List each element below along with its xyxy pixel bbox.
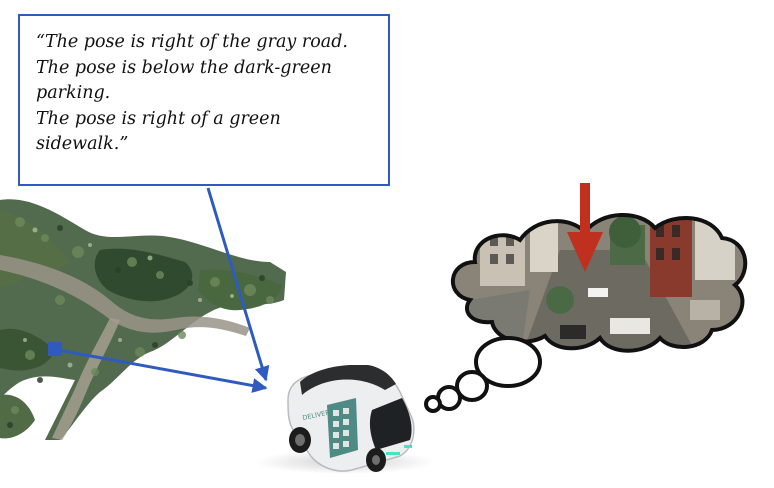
thought-bubble-medium xyxy=(455,370,489,402)
caption-box: “The pose is right of the gray road. The… xyxy=(18,14,390,186)
caption-line-5: sidewalk.” xyxy=(36,134,129,154)
caption-pointer-arrow xyxy=(206,187,270,382)
delivery-vehicle-icon: DELIVERY xyxy=(255,365,435,474)
thought-bubble xyxy=(424,183,748,413)
thought-bubble-tiny xyxy=(424,395,442,413)
pose-marker xyxy=(48,342,62,356)
red-pose-arrow-icon xyxy=(567,183,603,272)
map-point-cloud xyxy=(0,199,286,440)
caption-line-3: parking. xyxy=(36,83,111,103)
caption-line-4: The pose is right of a green xyxy=(36,108,281,129)
caption-line-2: The pose is below the dark-green xyxy=(36,57,332,78)
thought-bubble-large xyxy=(474,336,542,388)
pose-arrow-icon xyxy=(57,348,268,393)
caption-line-1: “The pose is right of the gray road. xyxy=(36,32,348,52)
